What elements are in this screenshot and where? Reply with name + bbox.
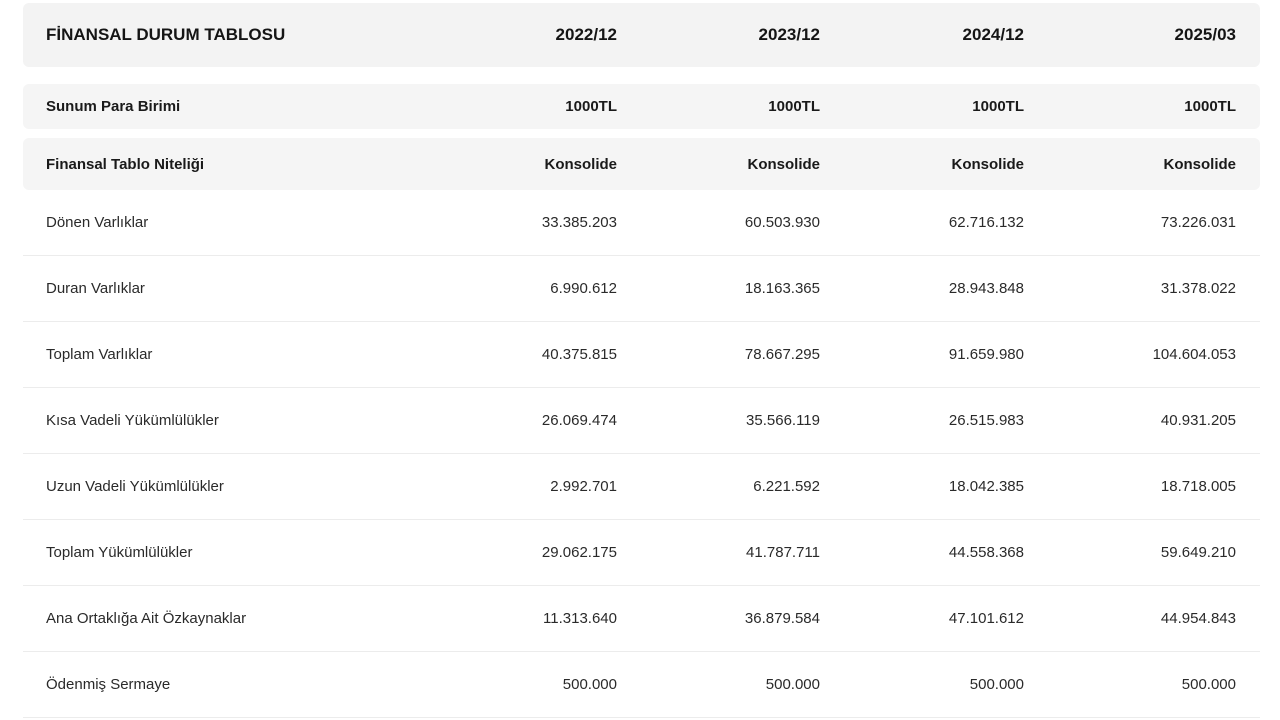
row-value: 11.313.640 bbox=[543, 610, 617, 627]
row-label: Sunum Para Birimi bbox=[46, 98, 181, 115]
table-row: Ana Ortaklığa Ait Özkaynaklar 11.313.640… bbox=[23, 586, 1260, 652]
row-value: 500.000 bbox=[562, 676, 617, 693]
row-value: 31.378.022 bbox=[1160, 280, 1236, 297]
row-value: 500.000 bbox=[765, 676, 820, 693]
period-header: 2023/12 bbox=[758, 25, 820, 44]
table-row: Toplam Yükümlülükler 29.062.175 41.787.7… bbox=[23, 520, 1260, 586]
row-value: 73.226.031 bbox=[1160, 214, 1236, 231]
row-value: 104.604.053 bbox=[1152, 346, 1236, 363]
statement-type-row: Finansal Tablo Niteliği Konsolide Konsol… bbox=[23, 138, 1260, 190]
row-label: Duran Varlıklar bbox=[46, 280, 145, 297]
row-value: 26.069.474 bbox=[541, 412, 617, 429]
row-label: Uzun Vadeli Yükümlülükler bbox=[46, 478, 224, 495]
table-row: Ödenmiş Sermaye 500.000 500.000 500.000 … bbox=[23, 652, 1260, 718]
row-label: Kısa Vadeli Yükümlülükler bbox=[46, 412, 219, 429]
row-value: 47.101.612 bbox=[948, 610, 1024, 627]
row-value: Konsolide bbox=[951, 155, 1024, 173]
row-value: 40.375.815 bbox=[541, 346, 617, 363]
row-value: 1000TL bbox=[565, 98, 617, 115]
table-row: Kısa Vadeli Yükümlülükler 26.069.474 35.… bbox=[23, 388, 1260, 454]
period-header: 2025/03 bbox=[1174, 25, 1236, 44]
row-value: 41.787.711 bbox=[746, 544, 820, 561]
row-value: 18.718.005 bbox=[1160, 478, 1236, 495]
row-value: 500.000 bbox=[1181, 676, 1236, 693]
row-label: Dönen Varlıklar bbox=[46, 214, 149, 231]
table-row: Dönen Varlıklar 33.385.203 60.503.930 62… bbox=[23, 190, 1260, 256]
row-value: Konsolide bbox=[747, 155, 820, 173]
row-value: 26.515.983 bbox=[948, 412, 1024, 429]
row-value: 33.385.203 bbox=[541, 214, 617, 231]
row-value: 500.000 bbox=[969, 676, 1024, 693]
row-value: 18.042.385 bbox=[948, 478, 1024, 495]
row-value: 1000TL bbox=[1184, 98, 1236, 115]
row-value: 44.954.843 bbox=[1160, 610, 1236, 627]
row-label: Ana Ortaklığa Ait Özkaynaklar bbox=[46, 610, 247, 627]
row-value: 62.716.132 bbox=[948, 214, 1024, 231]
row-value: Konsolide bbox=[1163, 155, 1236, 173]
currency-row: Sunum Para Birimi 1000TL 1000TL 1000TL 1… bbox=[23, 84, 1260, 129]
row-value: 18.163.365 bbox=[744, 280, 820, 297]
table-title: FİNANSAL DURUM TABLOSU bbox=[46, 25, 286, 44]
row-value: Konsolide bbox=[544, 155, 617, 173]
row-value: 6.221.592 bbox=[753, 478, 820, 495]
table-row: Toplam Varlıklar 40.375.815 78.667.295 9… bbox=[23, 322, 1260, 388]
row-value: 29.062.175 bbox=[541, 544, 617, 561]
row-value: 35.566.119 bbox=[746, 412, 820, 429]
row-value: 78.667.295 bbox=[744, 346, 820, 363]
row-value: 1000TL bbox=[768, 98, 820, 115]
row-value: 36.879.584 bbox=[744, 610, 820, 627]
period-header: 2024/12 bbox=[962, 25, 1024, 44]
row-value: 6.990.612 bbox=[550, 280, 617, 297]
row-value: 2.992.701 bbox=[550, 478, 617, 495]
row-value: 59.649.210 bbox=[1160, 544, 1236, 561]
period-header: 2022/12 bbox=[555, 25, 617, 44]
row-value: 28.943.848 bbox=[948, 280, 1024, 297]
row-label: Toplam Varlıklar bbox=[46, 346, 153, 363]
financial-statement-table: FİNANSAL DURUM TABLOSU 2022/12 2023/12 2… bbox=[23, 3, 1260, 718]
table-row: Uzun Vadeli Yükümlülükler 2.992.701 6.22… bbox=[23, 454, 1260, 520]
table-header-row: FİNANSAL DURUM TABLOSU 2022/12 2023/12 2… bbox=[23, 3, 1260, 67]
row-value: 44.558.368 bbox=[948, 544, 1024, 561]
row-value: 60.503.930 bbox=[744, 214, 820, 231]
row-value: 91.659.980 bbox=[948, 346, 1024, 363]
table-row: Duran Varlıklar 6.990.612 18.163.365 28.… bbox=[23, 256, 1260, 322]
row-value: 1000TL bbox=[972, 98, 1024, 115]
row-label: Ödenmiş Sermaye bbox=[46, 676, 171, 693]
row-label: Toplam Yükümlülükler bbox=[46, 544, 193, 561]
row-label: Finansal Tablo Niteliği bbox=[46, 155, 205, 173]
row-value: 40.931.205 bbox=[1160, 412, 1236, 429]
